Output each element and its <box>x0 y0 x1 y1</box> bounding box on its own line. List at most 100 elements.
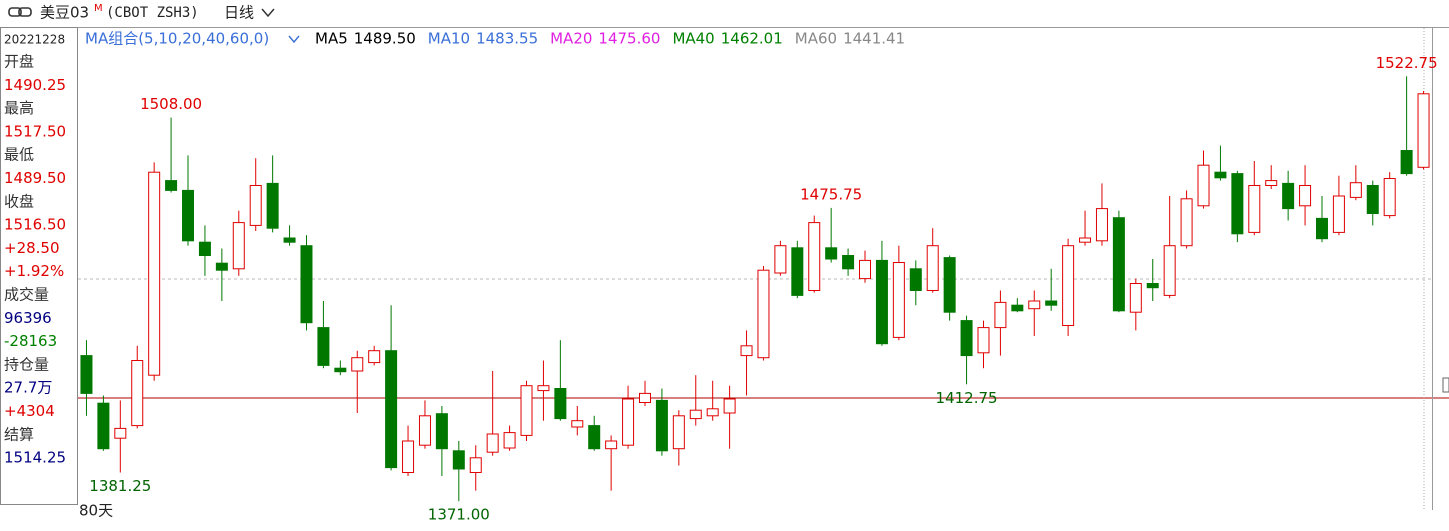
info-row: 1517.50 <box>4 122 66 140</box>
info-row: +4304 <box>4 402 55 420</box>
candle-body <box>571 420 584 428</box>
candle-body <box>334 367 347 373</box>
info-row: 1516.50 <box>4 216 66 234</box>
candle-body <box>1299 185 1312 207</box>
candle-body <box>1265 180 1278 187</box>
scroll-handle[interactable] <box>1442 377 1449 393</box>
candle-body <box>503 432 516 449</box>
legend-name: MA20 <box>550 30 592 48</box>
candle-body <box>892 262 905 338</box>
candle-body <box>689 409 702 420</box>
info-row: 成交量 <box>4 286 49 304</box>
symbol-superscript: M <box>94 3 103 14</box>
legend-name: MA5 <box>315 30 348 48</box>
icon-part <box>18 7 32 17</box>
candle-body <box>385 350 398 469</box>
candle-body <box>1079 237 1092 243</box>
candle-body <box>148 171 161 376</box>
candle-body <box>1197 164 1210 207</box>
candle-body <box>740 345 753 357</box>
candle-body <box>300 245 313 324</box>
legend-dropdown[interactable] <box>288 35 300 44</box>
candle-body <box>1248 185 1261 233</box>
candle-body <box>926 245 939 291</box>
info-row: +1.92% <box>4 262 64 280</box>
candle-body <box>182 189 195 242</box>
candle-body <box>1332 195 1345 233</box>
candle-body <box>402 440 415 473</box>
candle-body <box>808 222 821 292</box>
info-row: 收盘 <box>4 192 34 210</box>
candle-body <box>537 385 550 392</box>
info-row: 持仓量 <box>4 355 49 373</box>
candle-body <box>165 180 178 191</box>
candle-body <box>655 399 668 452</box>
candle-body <box>1282 182 1295 210</box>
candle-body <box>317 327 330 366</box>
candle-body <box>791 247 804 296</box>
extreme-label: 1475.75 <box>800 185 862 203</box>
candle-body <box>1028 300 1041 310</box>
candle-body <box>469 457 482 473</box>
candle-body <box>131 360 144 427</box>
candle-body <box>418 415 431 446</box>
extreme-label: 1371.00 <box>428 506 490 524</box>
candle-body <box>960 320 973 357</box>
info-row: 1514.25 <box>4 449 66 467</box>
candle-body <box>706 408 719 417</box>
candle-body <box>757 269 770 359</box>
candle-body <box>1095 208 1108 242</box>
info-row: 1489.50 <box>4 169 66 187</box>
candle-body <box>198 241 211 256</box>
candle-body <box>825 247 838 260</box>
candle-body <box>351 357 364 372</box>
candle-body <box>1349 182 1362 198</box>
candle-body <box>1045 300 1058 306</box>
candle-body <box>520 385 533 436</box>
candle-body <box>266 182 279 229</box>
candle-body <box>1383 178 1396 217</box>
candle-body <box>1163 245 1176 296</box>
period-dropdown[interactable] <box>261 8 275 18</box>
candle-body <box>368 350 381 364</box>
candle-body <box>486 433 499 453</box>
candle-body <box>1062 245 1075 326</box>
candle-body <box>1011 304 1024 312</box>
info-row: -28163 <box>4 332 57 350</box>
candle-body <box>1112 217 1125 312</box>
legend-name: MA40 <box>672 30 714 48</box>
link-icon[interactable] <box>8 7 32 17</box>
candle-body <box>977 327 990 354</box>
candle-body <box>723 398 736 414</box>
legend-value: 1483.55 <box>476 30 538 48</box>
legend-title[interactable]: MA组合(5,10,20,40,60,0) <box>85 30 269 48</box>
candle-body <box>1417 93 1430 168</box>
candle-body <box>435 413 448 450</box>
candle-body <box>452 450 465 470</box>
extreme-label: 1522.75 <box>1376 54 1438 72</box>
candle-body <box>80 355 93 394</box>
extreme-label: 1381.25 <box>89 477 151 495</box>
candle-body <box>909 268 922 291</box>
extreme-label: 1412.75 <box>936 389 998 407</box>
legend-name: MA10 <box>428 30 470 48</box>
candle-body <box>97 402 110 450</box>
symbol-code: (CBOT ZSH3) <box>106 5 199 21</box>
symbol: 美豆03 <box>40 4 89 22</box>
candle-body <box>588 425 601 450</box>
candle-body <box>1315 217 1328 240</box>
legend: MA组合(5,10,20,40,60,0) MA5 1489.50 MA10 1483… <box>85 30 905 48</box>
candle-body <box>1180 198 1193 247</box>
candles <box>80 76 1430 502</box>
candle-body <box>1400 150 1413 175</box>
info-row: 27.7万 <box>4 379 52 397</box>
annotations: 1508.00 1381.25 1371.00 1475.75 1412.75 1522.… <box>89 54 1437 524</box>
legend-value: 1475.60 <box>598 30 660 48</box>
period[interactable]: 日线 <box>224 4 254 22</box>
legend-value: 1489.50 <box>354 30 416 48</box>
candle-body <box>875 259 888 345</box>
info-row: 结算 <box>4 425 34 443</box>
info-row: 最高 <box>4 99 34 117</box>
